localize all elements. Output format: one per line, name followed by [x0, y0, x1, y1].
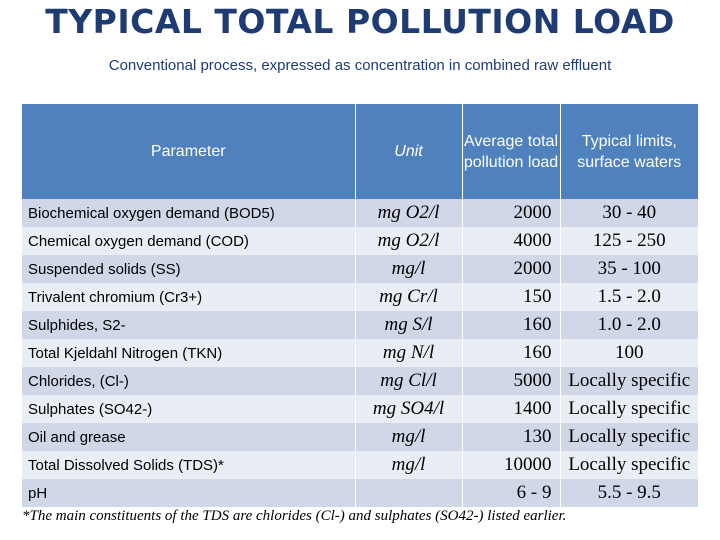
load-cell: 150: [462, 283, 561, 311]
parameter-cell: pH: [22, 479, 356, 507]
parameter-cell: Total Dissolved Solids (TDS)*: [22, 451, 356, 479]
unit-cell: mg/l: [355, 255, 463, 283]
column-header-parameter: Parameter: [22, 104, 356, 199]
limit-cell: 100: [615, 342, 644, 363]
column-header-load: Average total pollution load: [462, 104, 561, 199]
table-row: Chemical oxygen demand (COD) mg O2/l 4000 1…: [22, 227, 698, 255]
parameter-cell: Suspended solids (SS): [22, 255, 356, 283]
parameter-cell: Oil and grease: [22, 423, 356, 451]
table-row: Biochemical oxygen demand (BOD5) mg O2/l 2…: [22, 199, 698, 227]
parameter-cell: Chlorides, (Cl-): [22, 367, 356, 395]
table-row: Sulphates (SO42-) mg SO4/l 1400 Locally spe…: [22, 395, 698, 423]
unit-cell: mg SO4/l: [355, 395, 463, 423]
load-cell: 1400: [462, 395, 561, 423]
limit-cell: 125 - 250: [592, 230, 666, 251]
table-row: Total Dissolved Solids (TDS)* mg/l 10000 Lo…: [22, 451, 698, 479]
load-cell: 4000: [462, 227, 561, 255]
page-title: TYPICAL TOTAL POLLUTION LOAD: [45, 2, 675, 41]
table-row: Sulphides, S2- mg S/l 160 1.0 - 2.0: [22, 311, 698, 339]
limit-cell: Locally specific: [568, 454, 691, 475]
column-header-limits: Typical limits, surface waters: [560, 104, 698, 199]
parameter-cell: Total Kjeldahl Nitrogen (TKN): [22, 339, 356, 367]
table-row: Suspended solids (SS) mg/l 2000 35 - 100: [22, 255, 698, 283]
limit-cell: Locally specific: [568, 370, 691, 391]
table-header-row: Parameter Unit Average total pollution l…: [22, 104, 698, 199]
table-row: Total Kjeldahl Nitrogen (TKN) mg N/l 160 10…: [22, 339, 698, 367]
parameter-cell: Sulphides, S2-: [22, 311, 356, 339]
limit-cell: 1.5 - 2.0: [597, 286, 661, 307]
limit-cell: 30 - 40: [602, 202, 657, 223]
unit-cell: mg S/l: [355, 311, 463, 339]
footnote: *The main constituents of the TDS are ch…: [22, 508, 567, 524]
parameter-cell: Chemical oxygen demand (COD): [22, 227, 356, 255]
unit-cell: mg Cr/l: [355, 283, 463, 311]
unit-cell: mg N/l: [355, 339, 463, 367]
parameter-cell: Trivalent chromium (Cr3+): [22, 283, 356, 311]
parameter-cell: Biochemical oxygen demand (BOD5): [22, 199, 356, 227]
unit-cell: mg/l: [355, 451, 463, 479]
limit-cell: 1.0 - 2.0: [597, 314, 661, 335]
unit-cell: [355, 479, 463, 507]
load-cell: 160: [462, 339, 561, 367]
table-row: Chlorides, (Cl-) mg Cl/l 5000 Locally speci…: [22, 367, 698, 395]
unit-cell: mg O2/l: [355, 227, 463, 255]
load-cell: 2000: [462, 255, 561, 283]
table-row: Trivalent chromium (Cr3+) mg Cr/l 150 1.5 -…: [22, 283, 698, 311]
unit-cell: mg/l: [355, 423, 463, 451]
load-cell: 10000: [462, 451, 561, 479]
limit-cell: 5.5 - 9.5: [597, 482, 661, 503]
load-cell: 130: [462, 423, 561, 451]
load-cell: 160: [462, 311, 561, 339]
load-cell: 2000: [462, 199, 561, 227]
limit-cell: Locally specific: [568, 426, 691, 447]
column-header-unit: Unit: [355, 104, 463, 199]
unit-cell: mg O2/l: [355, 199, 463, 227]
parameter-cell: Sulphates (SO42-): [22, 395, 356, 423]
table-row: Oil and grease mg/l 130 Locally specific: [22, 423, 698, 451]
table-body: Biochemical oxygen demand (BOD5) mg O2/l 2…: [22, 199, 698, 507]
load-cell: 5000: [462, 367, 561, 395]
load-cell: 6 - 9: [462, 479, 561, 507]
page-subtitle: Conventional process, expressed as conce…: [108, 57, 612, 74]
pollution-load-table: Parameter Unit Average total pollution l…: [22, 104, 698, 507]
limit-cell: 35 - 100: [597, 258, 661, 279]
limit-cell: Locally specific: [568, 398, 691, 419]
table-row: pH 6 - 9 5.5 - 9.5: [22, 479, 698, 507]
unit-cell: mg Cl/l: [355, 367, 463, 395]
